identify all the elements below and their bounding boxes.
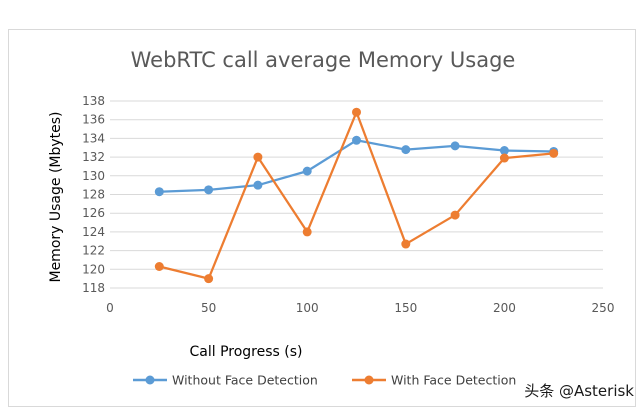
y-tick-label: 136 [82,113,105,127]
y-axis-ticks: 118 120 122 124 126 128 130 132 134 136 138 [82,94,105,295]
data-point [401,239,411,249]
data-point [302,166,312,176]
x-tick-label: 0 [106,301,114,315]
x-tick-label: 50 [201,301,216,315]
x-tick-label: 100 [296,301,319,315]
legend-marker [364,375,374,385]
x-tick-label: 200 [493,301,516,315]
data-point [204,185,214,195]
y-tick-label: 130 [82,169,105,183]
x-tick-label: 150 [394,301,417,315]
chart-frame [8,29,636,407]
legend-label: With Face Detection [391,373,516,388]
data-point [549,148,559,158]
data-point [253,152,263,162]
data-point [352,135,361,145]
chart-title: WebRTC call average Memory Usage [131,48,516,72]
y-tick-label: 128 [82,188,105,202]
data-point [253,180,263,190]
x-axis-title: Call Progress (s) [190,344,303,360]
legend-marker [145,375,155,385]
y-tick-label: 126 [82,206,105,220]
data-point [499,146,509,156]
y-axis-title: Memory Usage (Mbytes) [48,111,64,282]
data-point [352,107,361,117]
data-point [450,141,460,151]
data-point [302,227,312,237]
legend-item: Without Face Detection [133,373,318,388]
y-tick-label: 138 [82,94,105,108]
legend-label: Without Face Detection [172,373,318,388]
data-point [450,210,460,220]
data-series [154,107,559,284]
legend: Without Face Detection With Face Detectio… [133,373,516,388]
series-1 [154,135,559,197]
data-point [401,145,411,155]
y-tick-label: 132 [82,150,105,164]
watermark-text: 头条 @Asterisk [524,382,634,400]
y-tick-label: 120 [82,262,105,276]
data-point [154,261,164,271]
series-line [159,139,554,193]
series-2 [154,107,559,284]
legend-item: With Face Detection [352,373,516,388]
grid-lines [110,100,603,289]
x-axis-ticks: 0 50 100 150 200 250 [106,301,614,315]
data-point [154,187,164,197]
y-tick-label: 124 [82,225,105,239]
data-point [499,153,509,163]
data-point [204,274,214,284]
y-tick-label: 122 [82,244,105,258]
y-tick-label: 118 [82,281,105,295]
x-tick-label: 250 [592,301,615,315]
y-tick-label: 134 [82,131,105,145]
